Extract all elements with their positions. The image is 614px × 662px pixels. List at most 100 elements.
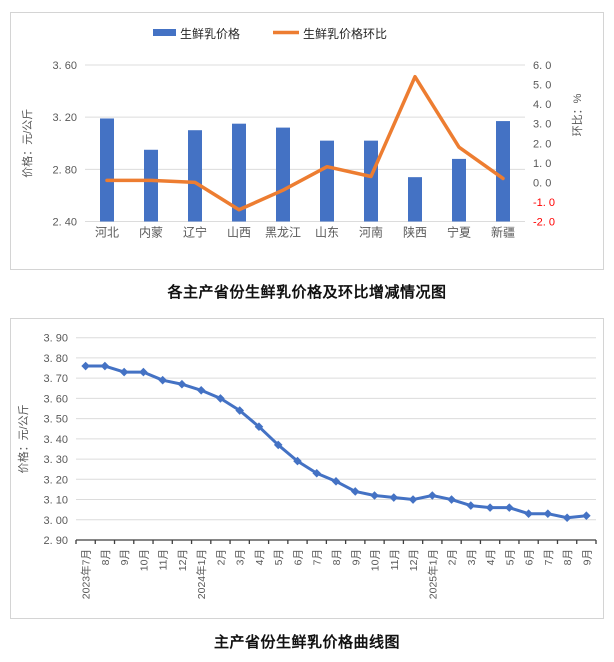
x-axis-month-label: 8月	[331, 549, 343, 565]
bar-宁夏	[452, 158, 466, 222]
data-point-marker	[158, 375, 167, 385]
data-point-marker	[100, 361, 110, 371]
milk-price-and-mom-combo-chart: 3. 60 3. 20 2. 80 2. 40 6. 0 5. 0 4. 0 3. 0 2. 0…	[20, 26, 584, 240]
x-axis-month-label: 12月	[408, 549, 420, 571]
right-axis-tick-label: -2. 0	[533, 217, 555, 229]
y-axis-tick-label: 3. 80	[44, 353, 68, 365]
x-axis-month-label: 3月	[466, 549, 478, 565]
x-axis-month-label: 8月	[562, 549, 574, 565]
category-label: 黑龙江	[265, 226, 301, 240]
data-point-marker	[293, 456, 302, 466]
legend-bar-swatch	[153, 29, 176, 36]
y-axis-tick-label: 3. 20	[44, 474, 68, 486]
right-axis-tick-label: 5. 0	[533, 80, 551, 92]
y-axis-tick-label: 3. 50	[44, 414, 68, 426]
data-point-marker	[562, 513, 572, 523]
x-axis-month-label: 7月	[312, 549, 324, 565]
data-point-marker	[235, 406, 245, 415]
x-axis-month-label: 11月	[158, 549, 170, 570]
data-point-marker	[216, 394, 225, 403]
legend-label-price: 生鲜乳价格	[180, 26, 240, 41]
right-axis-tick-label: 0. 0	[533, 177, 551, 189]
bar-山东	[320, 140, 334, 222]
category-label: 新疆	[491, 225, 515, 240]
category-label: 山西	[227, 226, 251, 240]
bar-河北	[100, 118, 114, 222]
x-axis-month-label: 2023年7月	[80, 549, 93, 599]
left-axis-tick-label: 2. 40	[53, 217, 77, 229]
bar-陕西	[408, 177, 422, 222]
category-label: 陕西	[403, 225, 427, 240]
chart2-caption: 主产省份生鲜乳价格曲线图	[213, 634, 400, 651]
data-point-marker	[408, 495, 418, 504]
y-axis-tick-label: 3. 10	[44, 495, 68, 507]
data-point-marker	[273, 440, 283, 450]
data-point-marker	[81, 361, 90, 371]
data-point-marker	[177, 379, 187, 389]
y-axis-tick-label: 3. 90	[44, 333, 68, 345]
data-point-marker	[331, 477, 341, 486]
data-point-marker	[582, 511, 591, 521]
bar-黑龙江	[276, 127, 290, 222]
data-point-marker	[370, 491, 379, 500]
y-axis-tick-label: 3. 40	[44, 434, 68, 446]
y-axis-tick-label: 3. 60	[44, 393, 68, 405]
y-axis-title: 价格：元/公斤	[16, 404, 30, 473]
x-axis-month-label: 4月	[254, 549, 266, 565]
bar-新疆	[496, 121, 510, 222]
x-axis-month-label: 3月	[235, 549, 247, 565]
x-axis-month-label: 9月	[581, 549, 593, 565]
x-axis-month-label: 2月	[447, 549, 459, 565]
x-axis-month-label: 8月	[100, 549, 112, 565]
x-axis-month-label: 10月	[370, 549, 382, 571]
data-point-marker	[524, 509, 533, 519]
left-axis-title: 价格：元/公斤	[20, 109, 34, 178]
data-point-marker	[447, 495, 456, 504]
left-axis-tick-label: 3. 20	[53, 112, 77, 124]
right-axis-tick-label: -1. 0	[533, 197, 555, 209]
line-chart-panel: 3. 90 3. 80 3. 70 3. 60 3. 50 3. 40 3. 30 3. 20…	[10, 318, 604, 619]
data-point-marker	[485, 503, 495, 512]
bar-辽宁	[188, 130, 202, 222]
right-axis-tick-label: 6. 0	[533, 60, 551, 72]
right-axis-title: 环比：%	[571, 93, 584, 136]
right-axis-tick-label: 1. 0	[533, 158, 551, 170]
x-axis-month-label: 7月	[543, 549, 555, 565]
x-axis-month-label: 2025年1月	[426, 549, 439, 599]
chart1-caption: 各主产省份生鲜乳价格及环比增减情况图	[167, 284, 447, 301]
y-axis-tick-label: 2. 90	[44, 535, 68, 547]
y-axis-tick-label: 3. 30	[44, 454, 68, 466]
left-axis-tick-label: 3. 60	[53, 60, 77, 72]
mom-change-line	[105, 74, 505, 212]
x-axis-month-label: 6月	[292, 549, 304, 565]
data-point-marker	[389, 493, 399, 502]
x-axis-month-label: 12月	[177, 549, 189, 571]
bar-内蒙	[144, 149, 158, 222]
bar-河南	[364, 140, 378, 222]
category-label: 内蒙	[139, 226, 163, 240]
x-axis-month-label: 2月	[215, 549, 227, 565]
data-point-marker	[466, 501, 476, 510]
data-point-marker	[505, 503, 514, 512]
category-label: 河北	[95, 226, 119, 240]
x-axis-month-label: 11月	[389, 549, 401, 570]
legend-label-mom: 生鲜乳价格环比	[303, 26, 387, 41]
data-point-marker	[196, 385, 206, 395]
y-axis-tick-label: 3. 70	[44, 373, 68, 385]
x-axis-month-label: 9月	[119, 549, 131, 565]
right-axis-tick-label: 3. 0	[533, 119, 551, 131]
data-point-marker	[312, 468, 322, 478]
combo-chart-panel: 3. 60 3. 20 2. 80 2. 40 6. 0 5. 0 4. 0 3. 0 2. 0…	[10, 12, 604, 270]
x-axis-month-label: 5月	[504, 549, 516, 565]
x-axis-month-label: 5月	[273, 549, 285, 565]
x-axis-month-label: 2024年1月	[195, 549, 208, 599]
category-label: 河南	[359, 225, 383, 240]
data-point-marker	[543, 509, 553, 519]
right-axis-tick-label: 2. 0	[533, 138, 551, 150]
y-axis-tick-label: 3. 00	[44, 515, 68, 527]
data-point-marker	[350, 487, 360, 496]
data-point-marker	[139, 367, 148, 377]
category-label: 辽宁	[183, 225, 207, 240]
milk-price-trend-line-chart: 3. 90 3. 80 3. 70 3. 60 3. 50 3. 40 3. 30 3. 20…	[16, 333, 597, 599]
left-axis-tick-label: 2. 80	[53, 164, 77, 176]
